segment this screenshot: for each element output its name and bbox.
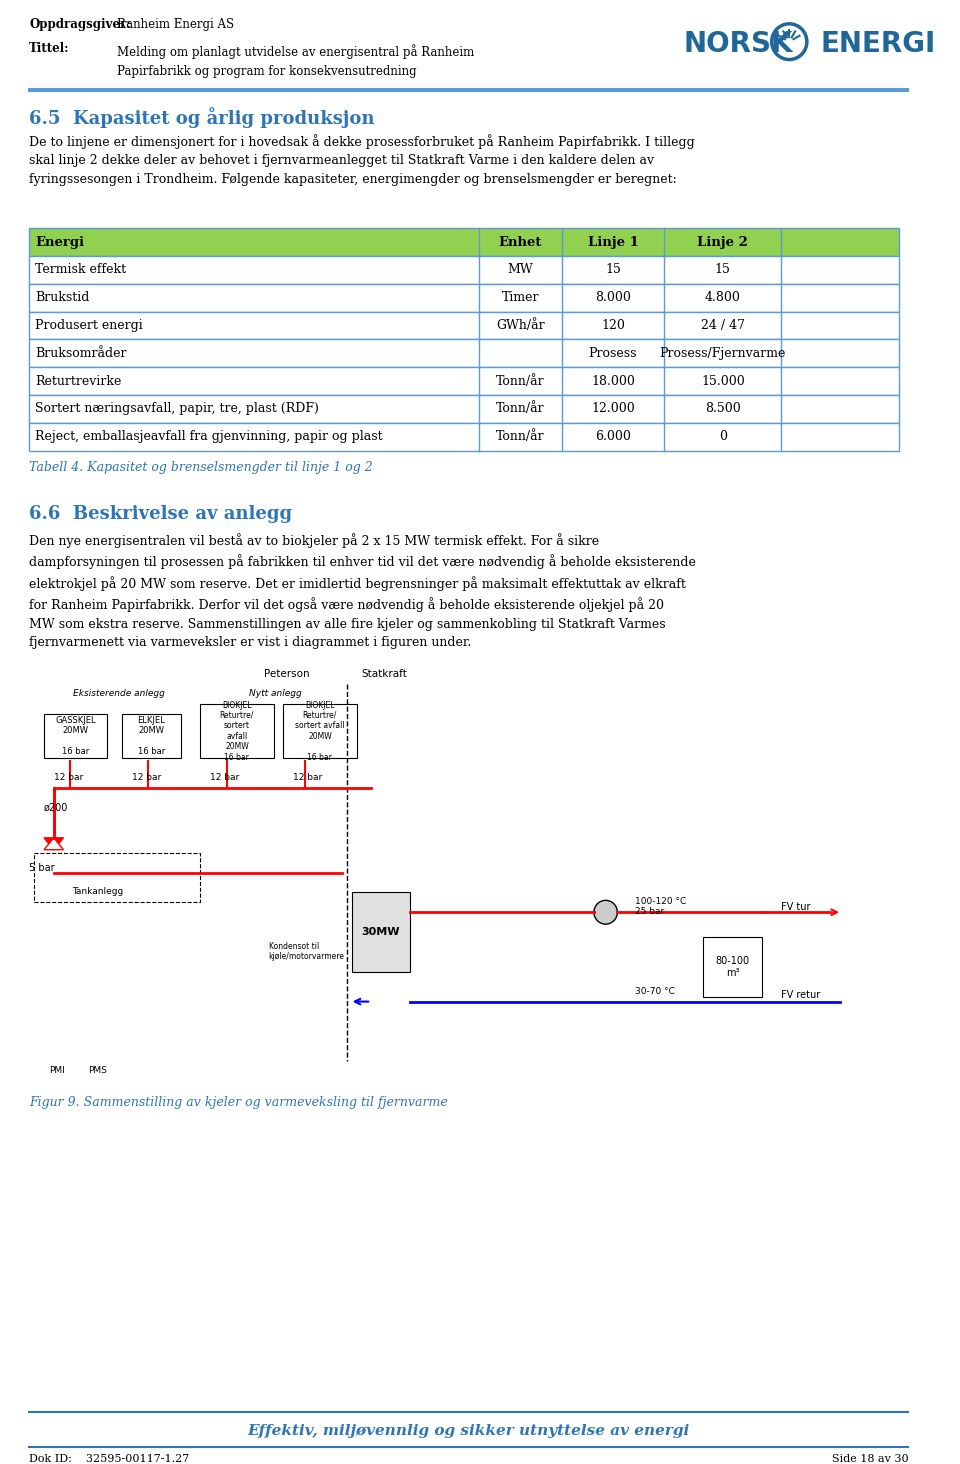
Text: Linje 1: Linje 1 bbox=[588, 236, 638, 249]
Text: Statkraft: Statkraft bbox=[361, 669, 407, 679]
Text: Effektiv, miljøvennlig og sikker utnyttelse av energi: Effektiv, miljøvennlig og sikker utnytte… bbox=[248, 1424, 690, 1439]
Text: 30MW: 30MW bbox=[362, 927, 400, 937]
Text: Tonn/år: Tonn/år bbox=[496, 403, 544, 416]
FancyBboxPatch shape bbox=[30, 395, 899, 423]
Bar bbox=[704, 937, 762, 997]
Text: 15: 15 bbox=[605, 264, 621, 277]
Text: 8.000: 8.000 bbox=[595, 291, 631, 305]
Text: Peterson: Peterson bbox=[264, 669, 309, 679]
Bar bbox=[44, 714, 108, 758]
Text: GWh/år: GWh/år bbox=[496, 319, 544, 332]
Text: PMS: PMS bbox=[88, 1066, 107, 1075]
Text: FV tur: FV tur bbox=[781, 902, 811, 912]
Text: PMI: PMI bbox=[49, 1066, 64, 1075]
Text: Melding om planlagt utvidelse av energisentral på Ranheim
Papirfabrikk og progra: Melding om planlagt utvidelse av energis… bbox=[117, 44, 474, 78]
Text: 12 bar: 12 bar bbox=[54, 773, 83, 782]
Text: Tabell 4. Kapasitet og brenselsmengder til linje 1 og 2: Tabell 4. Kapasitet og brenselsmengder t… bbox=[30, 461, 373, 473]
Text: ELKJEL
20MW

16 bar: ELKJEL 20MW 16 bar bbox=[137, 716, 165, 755]
Text: Dok ID:    32595-00117-1.27: Dok ID: 32595-00117-1.27 bbox=[30, 1454, 189, 1464]
Circle shape bbox=[594, 900, 617, 924]
Text: ø200: ø200 bbox=[44, 804, 68, 813]
Text: Den nye energisentralen vil bestå av to biokjeler på 2 x 15 MW termisk effekt. F: Den nye energisentralen vil bestå av to … bbox=[30, 533, 696, 649]
Text: ENERGI: ENERGI bbox=[821, 29, 936, 57]
Bar bbox=[201, 704, 274, 758]
Text: Prosess/Fjernvarme: Prosess/Fjernvarme bbox=[660, 347, 786, 360]
Text: 6.6  Beskrivelse av anlegg: 6.6 Beskrivelse av anlegg bbox=[30, 505, 293, 523]
Text: 6.5  Kapasitet og årlig produksjon: 6.5 Kapasitet og årlig produksjon bbox=[30, 107, 374, 129]
Text: Enhet: Enhet bbox=[498, 236, 541, 249]
Text: Returtrevirke: Returtrevirke bbox=[36, 375, 122, 388]
Polygon shape bbox=[44, 837, 63, 849]
Bar bbox=[30, 673, 908, 1091]
Text: Oppdragsgiver:: Oppdragsgiver: bbox=[30, 18, 132, 31]
Text: 4.800: 4.800 bbox=[705, 291, 741, 305]
FancyBboxPatch shape bbox=[30, 228, 899, 256]
Text: Bruksområder: Bruksområder bbox=[36, 347, 127, 360]
Text: Tonn/år: Tonn/år bbox=[496, 430, 544, 444]
Text: Reject, emballasjeavfall fra gjenvinning, papir og plast: Reject, emballasjeavfall fra gjenvinning… bbox=[36, 430, 383, 444]
FancyBboxPatch shape bbox=[35, 852, 201, 902]
Text: 120: 120 bbox=[601, 319, 625, 332]
Text: FV retur: FV retur bbox=[781, 990, 821, 1000]
Text: Prosess: Prosess bbox=[588, 347, 637, 360]
Text: GASSKJEL
20MW

16 bar: GASSKJEL 20MW 16 bar bbox=[56, 716, 96, 755]
FancyBboxPatch shape bbox=[30, 312, 899, 340]
Text: Tonn/år: Tonn/år bbox=[496, 375, 544, 388]
FancyBboxPatch shape bbox=[30, 423, 899, 451]
Text: 12.000: 12.000 bbox=[591, 403, 635, 416]
Text: 0: 0 bbox=[719, 430, 727, 444]
Text: Tankanlegg: Tankanlegg bbox=[72, 887, 123, 896]
Bar bbox=[283, 704, 356, 758]
Text: 6.000: 6.000 bbox=[595, 430, 631, 444]
Text: Linje 2: Linje 2 bbox=[697, 236, 748, 249]
Text: 25 bar: 25 bar bbox=[635, 908, 664, 916]
Text: Termisk effekt: Termisk effekt bbox=[36, 264, 127, 277]
Text: MW: MW bbox=[507, 264, 533, 277]
Text: Energi: Energi bbox=[36, 236, 84, 249]
Text: Ranheim Energi AS: Ranheim Energi AS bbox=[117, 18, 234, 31]
Text: NORSK: NORSK bbox=[684, 29, 793, 57]
Text: 15.000: 15.000 bbox=[701, 375, 745, 388]
Text: 12 bar: 12 bar bbox=[132, 773, 161, 782]
Text: 24 / 47: 24 / 47 bbox=[701, 319, 745, 332]
Text: Brukstid: Brukstid bbox=[36, 291, 89, 305]
Bar bbox=[351, 893, 410, 972]
Text: Produsert energi: Produsert energi bbox=[36, 319, 143, 332]
Text: Tittel:: Tittel: bbox=[30, 41, 70, 54]
Text: 8.500: 8.500 bbox=[705, 403, 741, 416]
Text: 12 bar: 12 bar bbox=[210, 773, 239, 782]
Bar bbox=[122, 714, 180, 758]
Text: Side 18 av 30: Side 18 av 30 bbox=[831, 1454, 908, 1464]
Text: 12 bar: 12 bar bbox=[293, 773, 323, 782]
Text: Nytt anlegg: Nytt anlegg bbox=[249, 690, 301, 698]
Text: 18.000: 18.000 bbox=[591, 375, 635, 388]
Text: BIOKJEL
Returtre/
sortert avfall
20MW

16 bar: BIOKJEL Returtre/ sortert avfall 20MW 16… bbox=[295, 701, 345, 761]
Text: De to linjene er dimensjonert for i hovedsak å dekke prosessforbruket på Ranheim: De to linjene er dimensjonert for i hove… bbox=[30, 135, 695, 186]
Text: 15: 15 bbox=[715, 264, 731, 277]
Polygon shape bbox=[44, 837, 63, 849]
Text: Timer: Timer bbox=[501, 291, 539, 305]
Text: Eksisterende anlegg: Eksisterende anlegg bbox=[73, 690, 165, 698]
Text: 5 bar: 5 bar bbox=[30, 862, 55, 873]
Text: 100-120 °C: 100-120 °C bbox=[635, 897, 686, 906]
FancyBboxPatch shape bbox=[30, 256, 899, 284]
Text: 80-100
m³: 80-100 m³ bbox=[715, 956, 750, 978]
Text: Kondensot til
kjøle/motorvarmere: Kondensot til kjøle/motorvarmere bbox=[269, 941, 345, 962]
Text: Figur 9. Sammenstilling av kjeler og varmeveksling til fjernvarme: Figur 9. Sammenstilling av kjeler og var… bbox=[30, 1097, 448, 1108]
FancyBboxPatch shape bbox=[30, 340, 899, 367]
Text: Sortert næringsavfall, papir, tre, plast (RDF): Sortert næringsavfall, papir, tre, plast… bbox=[36, 403, 319, 416]
FancyBboxPatch shape bbox=[30, 367, 899, 395]
Text: BIOKJEL
Returtre/
sortert
avfall
20MW
16 bar: BIOKJEL Returtre/ sortert avfall 20MW 16… bbox=[220, 701, 254, 761]
FancyBboxPatch shape bbox=[30, 284, 899, 312]
Text: 30-70 °C: 30-70 °C bbox=[635, 987, 675, 996]
